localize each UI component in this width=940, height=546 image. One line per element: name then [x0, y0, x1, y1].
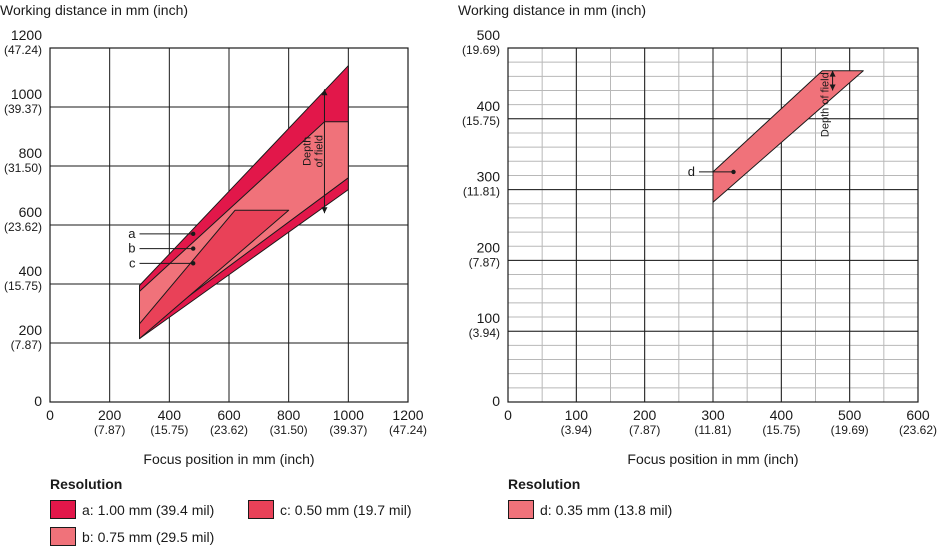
x-tick-label: 600 — [906, 407, 930, 423]
legend-label-d: d: 0.35 mm (13.8 mil) — [540, 501, 673, 518]
series-region-d — [712, 70, 864, 203]
legend-item-b: b: 0.75 mm (29.5 mil) — [50, 527, 214, 546]
series-region-c — [139, 209, 290, 340]
y-tick-label: 400 — [19, 263, 43, 279]
x-axis-title: Focus position in mm (inch) — [143, 451, 314, 467]
x-tick-label: 400 — [158, 407, 182, 423]
y-tick-label: 600 — [19, 204, 43, 220]
x-tick-label: 500 — [838, 407, 862, 423]
x-tick-inch-label: (23.62) — [210, 423, 248, 437]
y-tick-inch-label: (39.37) — [4, 102, 42, 116]
depth-of-field-label-2: of field — [313, 135, 325, 167]
leader-dot-a — [191, 231, 196, 237]
x-tick-label: 300 — [701, 407, 725, 423]
legend-left-title: Resolution — [50, 476, 123, 492]
x-tick-label: 1200 — [392, 407, 423, 423]
depth-of-field-arrow-down — [829, 84, 836, 91]
x-tick-inch-label: (19.69) — [831, 423, 869, 437]
x-tick-inch-label: (31.50) — [270, 423, 308, 437]
y-tick-inch-label: (31.50) — [4, 161, 42, 175]
x-tick-label: 600 — [217, 407, 241, 423]
legend-label-c: c: 0.50 mm (19.7 mil) — [280, 501, 412, 518]
depth-of-field-arrow-up — [829, 70, 836, 77]
legend-label-b: b: 0.75 mm (29.5 mil) — [82, 528, 215, 545]
plot-frame — [49, 47, 409, 403]
depth-of-field-label-1: Depth — [301, 137, 313, 166]
y-tick-label: 200 — [19, 322, 43, 338]
series-label-a: a — [128, 226, 136, 241]
legend-item-d: d: 0.35 mm (13.8 mil) — [508, 500, 672, 519]
legend-swatch-c — [248, 500, 274, 519]
y-tick-inch-label: (15.75) — [4, 279, 42, 293]
legend-swatch-d — [508, 500, 534, 519]
y-tick-inch-label: (19.69) — [462, 43, 500, 57]
y-tick-inch-label: (7.87) — [469, 255, 500, 269]
y-tick-label: 1200 — [11, 27, 42, 43]
series-label-c: c — [129, 255, 136, 270]
x-tick-inch-label: (23.62) — [899, 423, 937, 437]
x-tick-inch-label: (15.75) — [150, 423, 188, 437]
plot-frame — [507, 47, 919, 403]
leader-dot-c — [191, 261, 196, 266]
x-axis-title: Focus position in mm (inch) — [627, 451, 798, 467]
x-tick-inch-label: (3.94) — [561, 423, 592, 437]
x-tick-label: 100 — [565, 407, 589, 423]
x-tick-label: 200 — [633, 407, 657, 423]
y-tick-label: 800 — [19, 145, 43, 161]
y-tick-inch-label: (11.81) — [463, 185, 500, 199]
legend-item-a: a: 1.00 mm (39.4 mil) — [50, 500, 214, 519]
depth-of-field-arrow-up — [321, 89, 328, 96]
x-tick-label: 0 — [504, 407, 512, 423]
x-tick-inch-label: (47.24) — [389, 423, 427, 437]
x-tick-inch-label: (39.37) — [329, 423, 367, 437]
y-tick-label: 100 — [477, 310, 501, 326]
y-tick-label: 300 — [477, 169, 501, 185]
leader-dot-b — [191, 246, 196, 251]
y-tick-label: 400 — [477, 98, 501, 114]
y-tick-label: 1000 — [11, 86, 42, 102]
x-tick-label: 400 — [770, 407, 794, 423]
series-label-d: d — [688, 164, 695, 179]
x-tick-label: 200 — [98, 407, 122, 423]
x-tick-inch-label: (15.75) — [762, 423, 800, 437]
y-axis-title: Working distance in mm (inch) — [0, 2, 188, 18]
x-tick-inch-label: (11.81) — [694, 423, 731, 437]
x-tick-inch-label: (7.87) — [629, 423, 660, 437]
y-tick-label: 200 — [477, 239, 501, 255]
legend-swatch-a — [50, 500, 76, 519]
legend-right-title: Resolution — [508, 476, 581, 492]
x-tick-inch-label: (7.87) — [94, 423, 125, 437]
x-tick-label: 0 — [46, 407, 54, 423]
y-tick-inch-label: (47.24) — [4, 43, 42, 57]
y-tick-label: 0 — [34, 393, 42, 409]
legend-swatch-b — [50, 527, 76, 546]
leader-dot-d — [731, 169, 736, 175]
depth-of-field-arrow-down — [321, 207, 328, 214]
y-tick-label: 0 — [492, 393, 500, 409]
legend-item-c: c: 0.50 mm (19.7 mil) — [248, 500, 411, 519]
y-axis-title: Working distance in mm (inch) — [458, 2, 646, 18]
y-tick-inch-label: (23.62) — [4, 220, 42, 234]
y-tick-inch-label: (3.94) — [469, 326, 500, 340]
y-tick-inch-label: (7.87) — [11, 338, 42, 352]
x-tick-label: 1000 — [333, 407, 364, 423]
y-tick-inch-label: (15.75) — [462, 114, 500, 128]
y-tick-label: 500 — [477, 27, 501, 43]
x-tick-label: 800 — [277, 407, 301, 423]
depth-of-field-label-1: Depth of field — [820, 72, 832, 137]
series-label-b: b — [128, 241, 135, 256]
legend-label-a: a: 1.00 mm (39.4 mil) — [82, 501, 215, 518]
